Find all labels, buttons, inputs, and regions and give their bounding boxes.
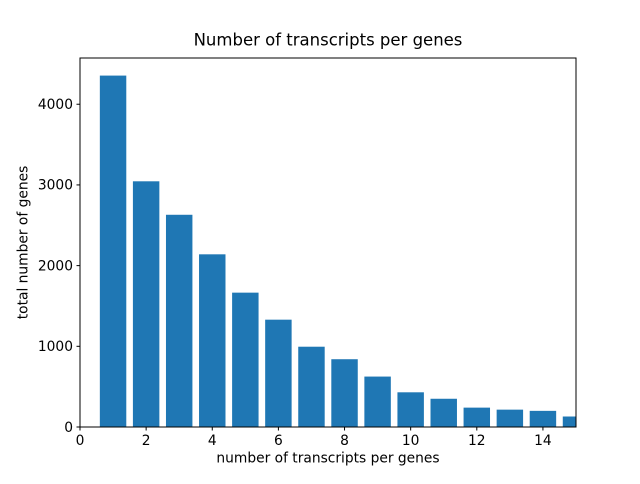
x-axis-label: number of transcripts per genes [216,451,439,467]
x-tick-label: 2 [142,433,151,449]
chart-title: Number of transcripts per genes [194,31,463,50]
bar [298,346,325,427]
bar [199,254,226,427]
y-tick-label: 4000 [38,97,73,113]
y-axis-label: total number of genes [16,166,32,320]
y-tick-label: 3000 [38,178,73,194]
x-tick-label: 8 [340,433,349,449]
bar [265,319,292,427]
bar [496,409,524,427]
bar [165,214,193,427]
y-tick-label: 2000 [38,258,73,274]
y-tick-label: 1000 [38,339,73,355]
x-tick-label: 14 [534,433,552,449]
ticks-group: 0 2 4 6 8 10 12 14 0 1000 2000 3000 4000 [38,97,552,449]
bar [364,376,391,427]
bar [397,392,424,427]
axes-spines [79,57,577,428]
bar [430,398,457,427]
bar [132,181,160,427]
x-tick-label: 12 [468,433,486,449]
bar [232,292,259,427]
bar [529,410,557,427]
bar [331,359,358,427]
bars-group [99,75,576,427]
bar [463,407,491,427]
bar [562,416,576,427]
x-tick-label: 0 [76,433,85,449]
bar [99,75,127,427]
y-tick-label: 0 [64,420,73,436]
x-tick-label: 6 [274,433,283,449]
x-tick-label: 10 [402,433,420,449]
x-tick-label: 4 [208,433,217,449]
